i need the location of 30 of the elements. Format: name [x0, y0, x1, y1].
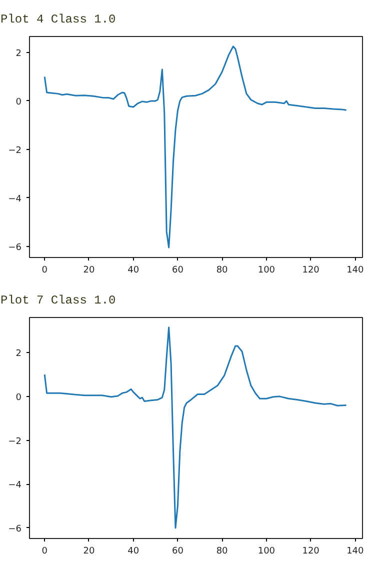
- y-tick-label: −6: [8, 242, 22, 253]
- y-tick-label: 0: [16, 97, 22, 108]
- x-tick-label: 20: [83, 546, 95, 556]
- x-tick-label: 120: [302, 546, 320, 556]
- x-tick-label: 60: [172, 266, 184, 276]
- x-tick-label: 0: [42, 266, 48, 276]
- x-tick-label: 140: [346, 266, 364, 276]
- x-tick-label: 120: [302, 266, 320, 276]
- x-tick-label: 140: [346, 546, 364, 556]
- y-tick-label: −2: [8, 436, 22, 447]
- x-tick-label: 80: [216, 266, 228, 276]
- y-tick-label: −6: [8, 524, 22, 534]
- y-tick-label: −4: [8, 480, 22, 491]
- chart-title: Plot 4 Class 1.0: [0, 12, 116, 26]
- x-tick-label: 20: [83, 266, 95, 276]
- x-tick-label: 100: [258, 546, 276, 556]
- line-series: [44, 326, 348, 529]
- y-tick-label: 0: [16, 392, 22, 403]
- y-tick-label: −4: [8, 194, 22, 204]
- y-tick-label: 2: [16, 48, 22, 59]
- x-tick-label: 40: [128, 546, 140, 556]
- chart-title: Plot 7 Class 1.0: [0, 294, 116, 308]
- y-tick-label: 2: [16, 349, 22, 360]
- y-tick-label: −2: [8, 146, 22, 156]
- x-tick-label: 0: [42, 546, 48, 556]
- x-tick-label: 100: [258, 266, 276, 276]
- x-tick-label: 60: [172, 546, 184, 556]
- line-series: [44, 46, 348, 248]
- x-tick-label: 80: [216, 546, 228, 556]
- x-tick-label: 40: [128, 266, 140, 276]
